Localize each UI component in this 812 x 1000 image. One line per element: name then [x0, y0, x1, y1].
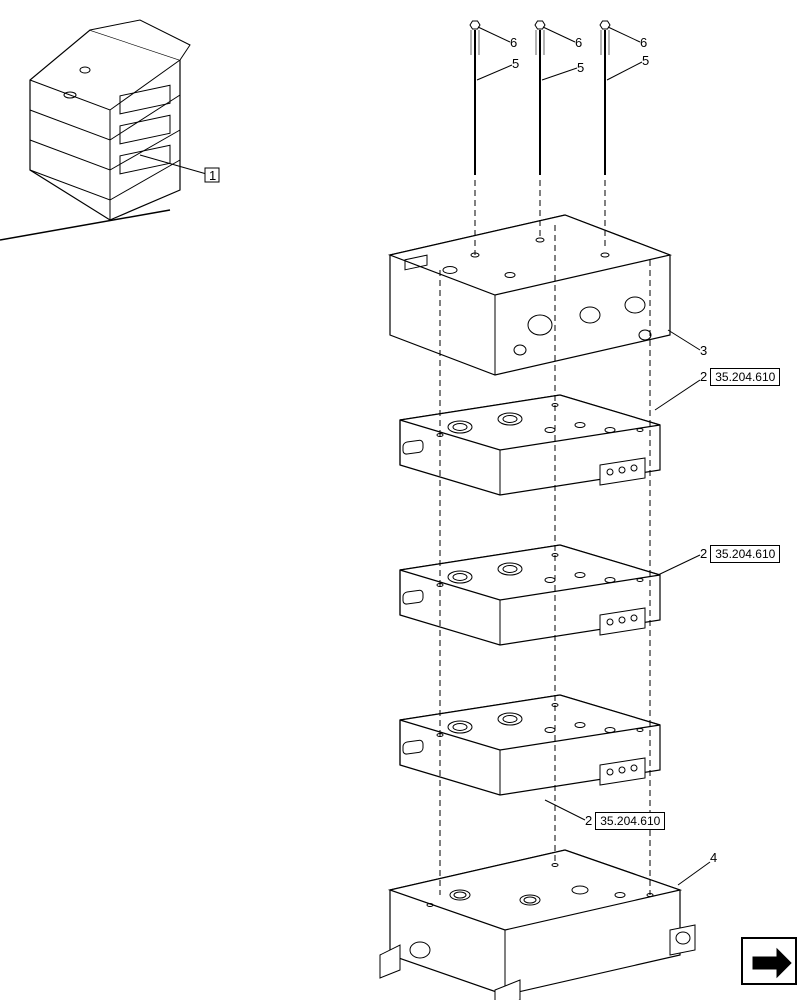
tie-rods — [470, 21, 610, 175]
bottom-end-block — [380, 850, 695, 1000]
callout-1: 1 — [209, 168, 216, 183]
parts-diagram — [0, 0, 812, 1000]
ref-code-box: 35.204.610 — [710, 368, 780, 386]
callout-rod-r: 5 — [642, 53, 649, 68]
callout-3: 3 — [700, 343, 707, 358]
next-page-icon[interactable] — [741, 937, 797, 985]
callout-2b: 235.204.610 — [700, 545, 780, 563]
callout-rod-m: 5 — [577, 60, 584, 75]
callout-nut-l: 6 — [510, 35, 517, 50]
nut-icon — [600, 21, 610, 29]
callout-rod-l: 5 — [512, 56, 519, 71]
nut-icon — [535, 21, 545, 29]
valve-section-2 — [400, 545, 660, 645]
callout-2a: 235.204.610 — [700, 368, 780, 386]
ref-code-box: 35.204.610 — [595, 812, 665, 830]
valve-section-1 — [400, 395, 660, 495]
callout-nut-m: 6 — [575, 35, 582, 50]
callout-4: 4 — [710, 850, 717, 865]
assembly-context — [0, 20, 190, 240]
valve-section-3 — [400, 695, 660, 795]
ref-code-box: 35.204.610 — [710, 545, 780, 563]
callout-2c: 235.204.610 — [585, 812, 665, 830]
top-end-block — [390, 215, 670, 375]
callout-nut-r: 6 — [640, 35, 647, 50]
nut-icon — [470, 21, 480, 29]
